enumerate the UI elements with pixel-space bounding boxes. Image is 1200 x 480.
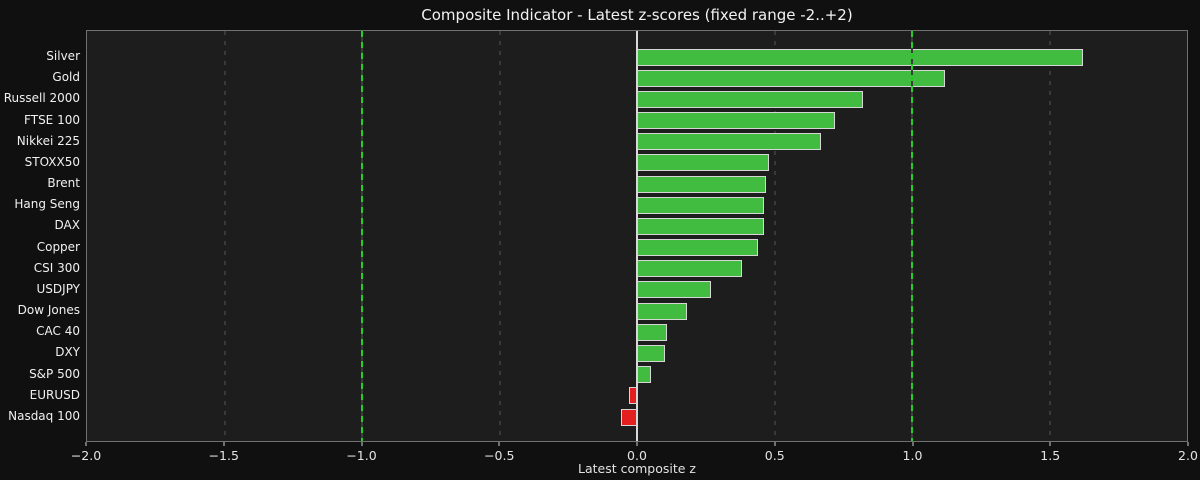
x-tick-label: −1.0 bbox=[346, 448, 377, 463]
gridline bbox=[224, 31, 225, 441]
gridline bbox=[774, 31, 775, 441]
gridline bbox=[1049, 31, 1050, 441]
x-tick-mark bbox=[1049, 442, 1051, 446]
y-tick-label: Hang Seng bbox=[14, 197, 80, 212]
bar-copper bbox=[637, 239, 758, 257]
bar-csi-300 bbox=[637, 260, 742, 278]
y-tick-label: Brent bbox=[47, 176, 80, 191]
y-tick-label: Nikkei 225 bbox=[16, 133, 80, 148]
y-tick-label: Russell 2000 bbox=[3, 91, 80, 106]
y-tick-label: Nasdaq 100 bbox=[8, 409, 80, 423]
x-tick-label: −0.5 bbox=[484, 448, 515, 463]
x-axis: −2.0 −1.5 −1.0 −0.5 0.0 0.5 1.0 1.5 2.0 bbox=[71, 442, 1198, 468]
bar-nasdaq-100 bbox=[620, 408, 637, 426]
y-tick-label: USDJPY bbox=[36, 281, 80, 296]
x-tick-mark bbox=[912, 442, 913, 446]
x-tick-label: 1.5 bbox=[1040, 448, 1061, 463]
bar-silver bbox=[637, 48, 1083, 66]
x-tick-label: 0.5 bbox=[764, 448, 785, 463]
bar-stoxx50 bbox=[637, 154, 769, 172]
gridline bbox=[499, 31, 500, 441]
y-tick-label: DXY bbox=[55, 345, 80, 360]
bar-dxy bbox=[637, 344, 665, 362]
x-tick-label: −2.0 bbox=[70, 448, 102, 463]
bar-russell-2000 bbox=[637, 90, 863, 108]
threshold-line bbox=[911, 31, 913, 441]
x-tick-mark bbox=[498, 442, 500, 446]
bar-gold bbox=[637, 69, 945, 87]
y-tick-label: CSI 300 bbox=[33, 260, 80, 275]
y-tick-label: Gold bbox=[52, 70, 80, 85]
bar-brent bbox=[637, 175, 767, 193]
y-tick-label: Silver bbox=[46, 49, 80, 63]
y-tick-label: STOXX50 bbox=[24, 154, 80, 169]
x-tick-mark bbox=[1187, 442, 1189, 446]
bar-cac-40 bbox=[637, 323, 668, 341]
x-tick-label: −1.5 bbox=[208, 448, 239, 463]
x-axis-label: Latest composite z bbox=[578, 461, 696, 476]
bar-ftse-100 bbox=[637, 112, 835, 130]
y-tick-label: FTSE 100 bbox=[24, 112, 80, 127]
x-tick-mark bbox=[361, 442, 362, 446]
y-axis-labels: Silver Gold Russell 2000 FTSE 100 Nikkei 225… bbox=[0, 30, 80, 442]
x-tick-mark bbox=[636, 442, 638, 446]
x-tick-label: 1.0 bbox=[902, 448, 923, 463]
x-tick-mark bbox=[223, 442, 225, 446]
y-tick-label: DAX bbox=[54, 218, 80, 233]
y-tick-label: CAC 40 bbox=[36, 324, 80, 339]
x-tick-label: 2.0 bbox=[1178, 448, 1198, 463]
bar-dow-jones bbox=[637, 302, 687, 320]
bar-nikkei-225 bbox=[637, 133, 822, 151]
y-tick-label: Copper bbox=[36, 239, 80, 254]
y-tick-label: Dow Jones bbox=[17, 303, 80, 318]
plot-area bbox=[86, 30, 1188, 442]
x-tick-mark bbox=[85, 442, 87, 446]
y-tick-label: EURUSD bbox=[29, 387, 80, 402]
bar-eurusd bbox=[628, 387, 637, 405]
zero-line bbox=[636, 31, 638, 441]
bar-usdjpy bbox=[637, 281, 712, 299]
x-tick-label: 0.0 bbox=[627, 448, 647, 463]
bar-s-p-500 bbox=[637, 366, 651, 384]
x-tick-mark bbox=[774, 442, 776, 446]
bar-hang-seng bbox=[637, 196, 764, 214]
bar-dax bbox=[637, 217, 764, 235]
y-tick-label: S&P 500 bbox=[29, 366, 80, 381]
chart-title: Composite Indicator - Latest z-scores (f… bbox=[421, 6, 853, 24]
threshold-line bbox=[361, 31, 363, 441]
